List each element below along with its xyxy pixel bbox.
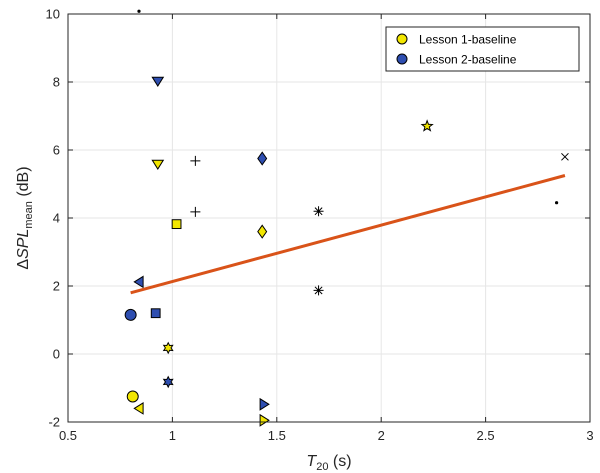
data-point-s2-triangle-down xyxy=(151,76,165,87)
data-point-s1-diamond xyxy=(257,224,268,239)
legend-marker-2 xyxy=(396,53,408,65)
data-point-s1-triangle-right xyxy=(259,413,270,427)
data-marks xyxy=(124,9,569,427)
data-point-s1-triangle-down xyxy=(151,159,165,170)
legend-marker-1 xyxy=(396,33,408,45)
data-point-s3-cross xyxy=(561,152,569,161)
x-tick-label: 0.5 xyxy=(59,428,77,443)
y-tick-label: 10 xyxy=(46,7,60,22)
y-tick-label: 8 xyxy=(53,75,60,90)
data-point-s2-diamond xyxy=(257,151,268,166)
data-point-s3-asterisk xyxy=(313,285,324,296)
axis-ticks: 0.5 1 1.5 2 2.5 3 -2 0 2 4 6 8 10 xyxy=(46,7,594,444)
legend-box xyxy=(385,26,580,72)
y-tick-label: 0 xyxy=(53,347,60,362)
x-tick-label: 1 xyxy=(169,428,176,443)
y-tick-label: 2 xyxy=(53,279,60,294)
data-point-s3-plus xyxy=(190,155,201,166)
data-point-s1-hexagram xyxy=(162,341,174,355)
legend-label-2: Lesson 2-baseline xyxy=(419,53,517,67)
x-tick-label: 1.5 xyxy=(268,428,286,443)
x-tick-label: 3 xyxy=(586,428,593,443)
legend-label-1: Lesson 1-baseline xyxy=(419,33,517,47)
x-tick-label: 2.5 xyxy=(477,428,495,443)
y-axis-label: ΔSPLmean (dB) xyxy=(15,166,35,269)
data-point-s1-pentagram xyxy=(420,119,434,132)
data-point-s2-circle xyxy=(124,308,137,321)
data-point-s3-plus xyxy=(190,206,201,217)
data-point-s3-asterisk xyxy=(313,206,324,217)
y-tick-label: 4 xyxy=(53,211,60,226)
data-point-s1-circle xyxy=(126,390,139,403)
x-tick-label: 2 xyxy=(378,428,385,443)
x-axis-label: T20 (s) xyxy=(306,453,351,473)
data-point-s1-triangle-left xyxy=(133,401,144,415)
data-point-s2-triangle-left xyxy=(133,275,144,289)
data-point-s3-dot xyxy=(554,201,559,205)
data-point-s1-square xyxy=(171,219,182,230)
trend-line xyxy=(130,174,566,295)
data-point-s3-dot xyxy=(137,9,141,13)
y-tick-label: 6 xyxy=(53,143,60,158)
legend: Lesson 1-baseline Lesson 2-baseline xyxy=(385,26,580,72)
data-point-s2-triangle-right xyxy=(259,397,270,411)
y-tick-label: -2 xyxy=(48,415,60,430)
trend-line-group xyxy=(130,174,566,295)
data-point-s2-square xyxy=(150,308,161,319)
data-point-s2-hexagram xyxy=(162,375,174,389)
